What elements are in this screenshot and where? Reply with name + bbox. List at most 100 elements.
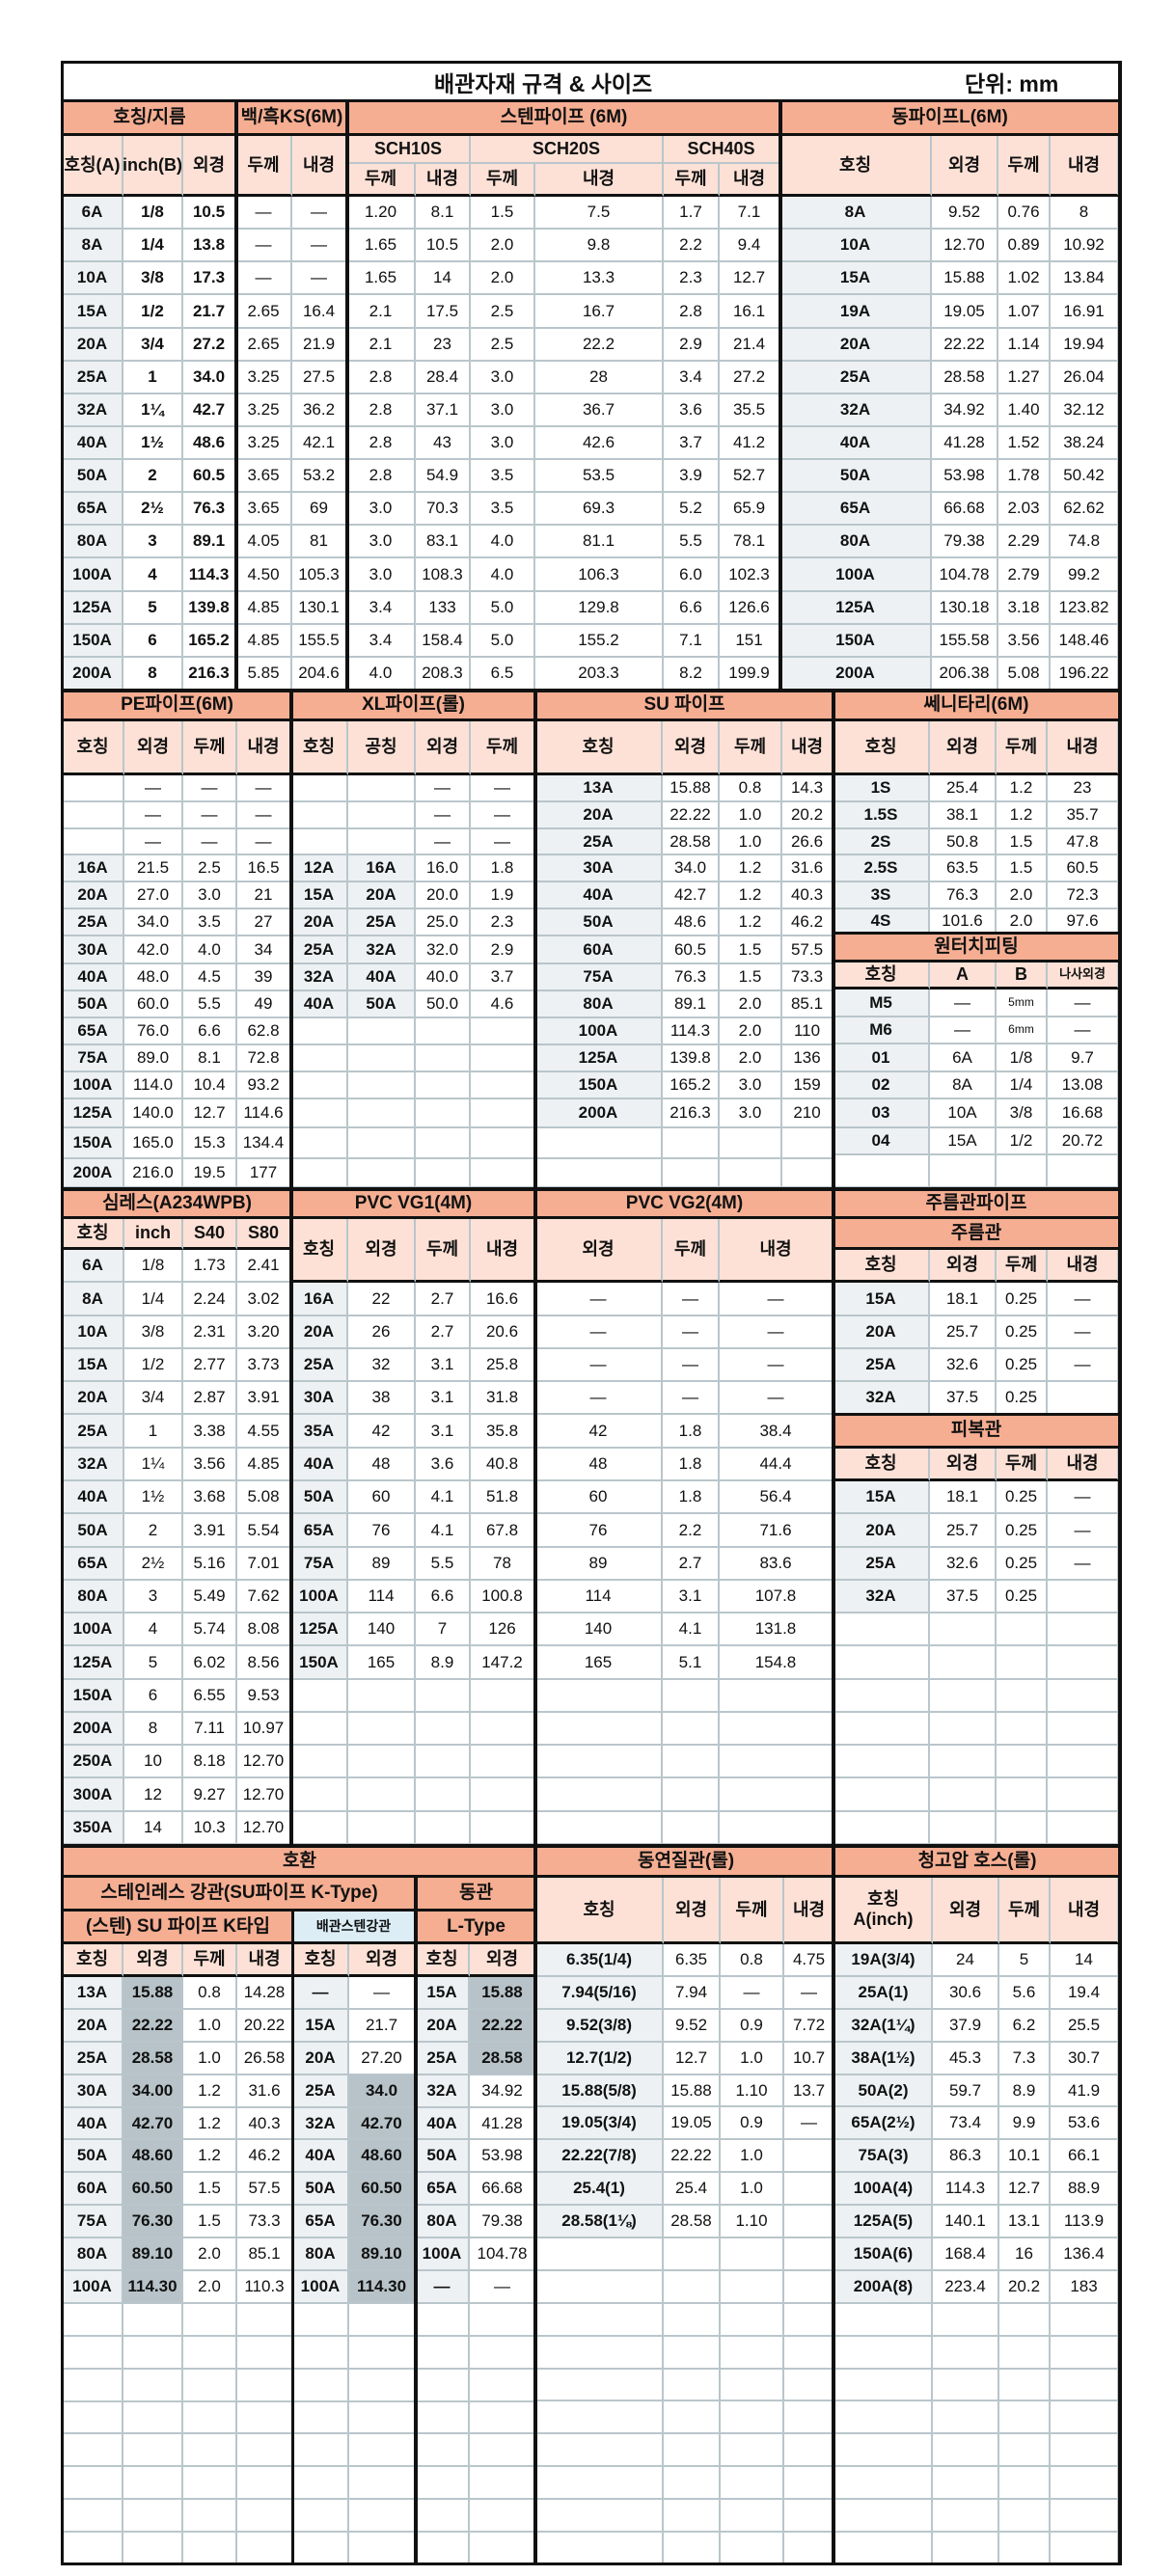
empty-cell [471, 1018, 535, 1045]
data-cell: 20A [833, 1316, 930, 1349]
column-header: 호칭 [833, 963, 930, 990]
data-cell: 37.9 [933, 2010, 999, 2043]
empty-cell [1051, 2337, 1119, 2370]
data-cell: 22.22 [932, 329, 998, 362]
data-cell: 40A [63, 2108, 123, 2140]
data-cell: 88.9 [1051, 2173, 1119, 2206]
empty-cell [63, 2533, 123, 2565]
data-cell: 19A(3/4) [835, 1944, 933, 1977]
column-header: 외경 [930, 1250, 997, 1283]
data-cell: 76.3 [663, 964, 720, 991]
data-cell: 0.8 [720, 775, 782, 802]
data-cell: — [1048, 1548, 1119, 1581]
data-cell: 10.1 [999, 2140, 1051, 2173]
data-cell: 8.08 [237, 1613, 291, 1646]
column-header: A [930, 963, 997, 990]
data-cell: 7.11 [183, 1713, 237, 1746]
data-cell: 1/8 [124, 1250, 183, 1283]
data-cell: 3.68 [183, 1481, 237, 1514]
empty-cell [63, 2337, 123, 2370]
data-cell: 1.5 [720, 964, 782, 991]
data-cell: 3.0 [347, 493, 416, 526]
empty-cell [721, 2401, 784, 2434]
data-cell: 1/8 [123, 197, 183, 230]
data-cell: 60.0 [124, 991, 183, 1018]
column-header: 외경 [663, 721, 720, 775]
data-cell: 4.75 [784, 1944, 835, 1977]
data-cell: 46.2 [237, 2140, 293, 2173]
empty-cell [471, 1680, 535, 1713]
empty-cell [833, 1646, 930, 1680]
empty-cell [835, 2434, 933, 2467]
data-cell: 41.28 [932, 427, 998, 460]
data-cell: 4.1 [663, 1613, 720, 1646]
data-cell: 35.7 [1048, 802, 1119, 829]
data-cell: 3.56 [998, 625, 1051, 658]
data-cell: 5.1 [663, 1646, 720, 1680]
data-cell: 14 [416, 262, 471, 295]
empty-cell [293, 2370, 349, 2402]
empty-cell [999, 2304, 1051, 2337]
data-cell: 150A [780, 625, 932, 658]
data-cell: 15A [293, 2010, 349, 2043]
column-header: 두께 [347, 164, 416, 197]
data-cell: 16A [291, 1283, 348, 1316]
data-cell: 13.08 [1048, 1072, 1119, 1099]
data-cell: 16.4 [292, 295, 347, 329]
data-cell: 32A [63, 394, 123, 427]
data-cell: 4S [833, 909, 930, 934]
column-header: 외경 [535, 1219, 663, 1283]
data-cell: 140.1 [933, 2206, 999, 2238]
empty-cell [782, 1128, 833, 1159]
data-cell: 2.7 [416, 1283, 471, 1316]
data-cell: — [720, 1382, 833, 1415]
data-cell: 42.7 [183, 394, 236, 427]
column-header: 내경 [237, 721, 291, 775]
data-cell: 48.60 [349, 2140, 416, 2173]
data-cell: 16.91 [1051, 295, 1119, 329]
empty-cell [416, 2337, 470, 2370]
data-cell: 1.0 [721, 2173, 784, 2206]
data-cell: 18.1 [930, 1481, 997, 1514]
data-cell: 3.0 [720, 1099, 782, 1128]
data-cell: 53.5 [535, 460, 664, 493]
data-cell: 19.05 [664, 2107, 721, 2140]
data-cell: 1.8 [663, 1415, 720, 1449]
sch-header: SCH40S [664, 136, 780, 164]
data-cell: 4.5 [183, 964, 237, 991]
data-cell: 50A [63, 1514, 124, 1548]
empty-cell [416, 1159, 471, 1188]
data-cell: 62.62 [1051, 493, 1119, 526]
data-cell: 100A [416, 2238, 470, 2271]
data-cell: 0.76 [998, 197, 1051, 230]
empty-cell [835, 2401, 933, 2434]
data-cell: 25A [833, 1349, 930, 1382]
data-cell: 76 [535, 1514, 663, 1548]
data-cell: 14 [1051, 1944, 1119, 1977]
data-cell: 1½ [124, 1481, 183, 1514]
data-cell: 26.04 [1051, 362, 1119, 394]
divider [1118, 61, 1122, 2565]
data-cell: 97.6 [1048, 909, 1119, 934]
empty-cell [999, 2370, 1051, 2401]
data-cell: 2.9 [471, 936, 535, 964]
empty-cell [349, 2533, 416, 2565]
data-cell: 16.7 [535, 295, 664, 329]
page-title: 배관자재 규격 & 사이즈 [434, 71, 653, 96]
data-cell: 48 [348, 1449, 416, 1481]
data-cell: 25.8 [471, 1349, 535, 1382]
data-cell: 150A [291, 1646, 348, 1680]
data-cell: 139.8 [183, 592, 236, 625]
empty-cell [291, 1778, 348, 1812]
data-cell: 4.0 [471, 526, 535, 558]
data-cell: 40.3 [782, 882, 833, 909]
empty-cell [416, 2304, 470, 2337]
data-cell: 13.3 [535, 262, 664, 295]
data-cell: 3 [124, 1581, 183, 1613]
data-cell: 12.7(1/2) [536, 2043, 664, 2075]
empty-cell [123, 2337, 183, 2370]
data-cell: 39 [237, 964, 291, 991]
empty-cell [535, 1680, 663, 1713]
empty-cell [123, 2402, 183, 2434]
empty-cell [293, 2533, 349, 2565]
